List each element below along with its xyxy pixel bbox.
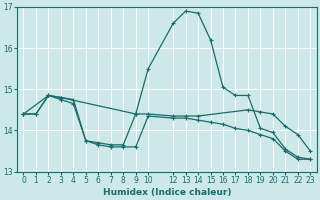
X-axis label: Humidex (Indice chaleur): Humidex (Indice chaleur) [103, 188, 231, 197]
